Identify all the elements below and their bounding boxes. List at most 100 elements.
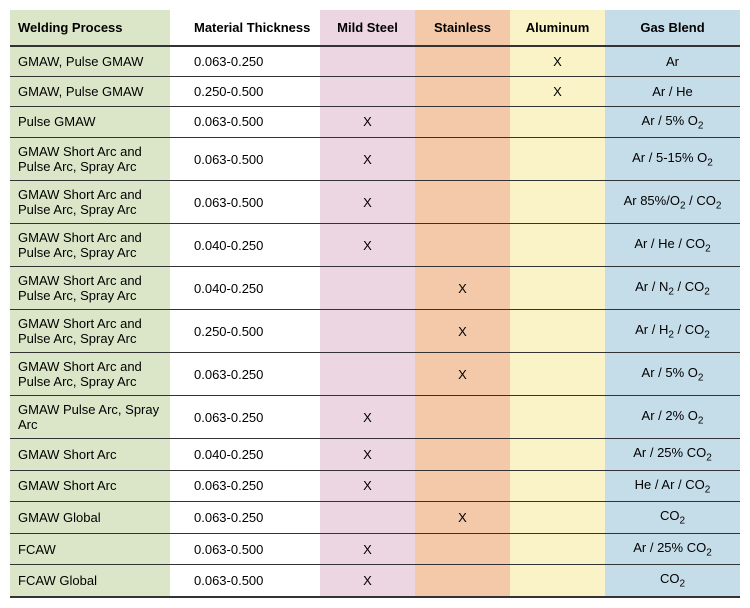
cell-thickness: 0.040-0.250 bbox=[170, 439, 320, 471]
cell-stainless bbox=[415, 106, 510, 138]
cell-gas: Ar / He / CO2 bbox=[605, 224, 740, 267]
cell-gas: Ar bbox=[605, 46, 740, 76]
cell-stainless bbox=[415, 46, 510, 76]
header-thickness: Material Thickness bbox=[170, 10, 320, 46]
cell-stainless bbox=[415, 181, 510, 224]
table-row: GMAW Global0.063-0.250 X CO2 bbox=[10, 502, 740, 534]
cell-mild bbox=[320, 76, 415, 106]
cell-process: GMAW Short Arc and Pulse Arc, Spray Arc bbox=[10, 267, 170, 310]
cell-thickness: 0.063-0.250 bbox=[170, 353, 320, 396]
cell-aluminum bbox=[510, 565, 605, 597]
cell-aluminum bbox=[510, 181, 605, 224]
cell-stainless bbox=[415, 396, 510, 439]
cell-process: GMAW Short Arc and Pulse Arc, Spray Arc bbox=[10, 353, 170, 396]
cell-stainless bbox=[415, 565, 510, 597]
header-aluminum: Aluminum bbox=[510, 10, 605, 46]
cell-gas: Ar / 5% O2 bbox=[605, 106, 740, 138]
cell-thickness: 0.250-0.500 bbox=[170, 76, 320, 106]
cell-thickness: 0.063-0.500 bbox=[170, 181, 320, 224]
cell-stainless: X bbox=[415, 502, 510, 534]
cell-process: GMAW, Pulse GMAW bbox=[10, 46, 170, 76]
header-gas: Gas Blend bbox=[605, 10, 740, 46]
cell-mild bbox=[320, 267, 415, 310]
cell-gas: CO2 bbox=[605, 502, 740, 534]
cell-aluminum: X bbox=[510, 76, 605, 106]
table-row: FCAW0.063-0.500X Ar / 25% CO2 bbox=[10, 533, 740, 565]
cell-gas: CO2 bbox=[605, 565, 740, 597]
cell-process: GMAW, Pulse GMAW bbox=[10, 76, 170, 106]
cell-aluminum bbox=[510, 470, 605, 502]
cell-stainless bbox=[415, 138, 510, 181]
table-row: GMAW Pulse Arc, Spray Arc0.063-0.250X Ar … bbox=[10, 396, 740, 439]
table-row: GMAW Short Arc and Pulse Arc, Spray Arc0… bbox=[10, 267, 740, 310]
cell-mild: X bbox=[320, 106, 415, 138]
cell-aluminum bbox=[510, 310, 605, 353]
cell-aluminum bbox=[510, 396, 605, 439]
cell-thickness: 0.063-0.250 bbox=[170, 470, 320, 502]
table-row: GMAW Short Arc0.063-0.250X He / Ar / CO2 bbox=[10, 470, 740, 502]
header-process: Welding Process bbox=[10, 10, 170, 46]
cell-gas: Ar / 5-15% O2 bbox=[605, 138, 740, 181]
cell-stainless bbox=[415, 76, 510, 106]
cell-mild: X bbox=[320, 470, 415, 502]
cell-gas: Ar / 25% CO2 bbox=[605, 533, 740, 565]
header-stainless: Stainless bbox=[415, 10, 510, 46]
cell-thickness: 0.040-0.250 bbox=[170, 267, 320, 310]
table-row: GMAW Short Arc0.040-0.250X Ar / 25% CO2 bbox=[10, 439, 740, 471]
cell-stainless bbox=[415, 224, 510, 267]
cell-process: GMAW Global bbox=[10, 502, 170, 534]
table-row: GMAW, Pulse GMAW0.250-0.500XAr / He bbox=[10, 76, 740, 106]
cell-thickness: 0.040-0.250 bbox=[170, 224, 320, 267]
cell-thickness: 0.063-0.250 bbox=[170, 46, 320, 76]
cell-mild: X bbox=[320, 224, 415, 267]
cell-process: FCAW bbox=[10, 533, 170, 565]
cell-gas: Ar / 25% CO2 bbox=[605, 439, 740, 471]
cell-stainless bbox=[415, 533, 510, 565]
cell-process: Pulse GMAW bbox=[10, 106, 170, 138]
cell-process: GMAW Short Arc and Pulse Arc, Spray Arc bbox=[10, 224, 170, 267]
cell-process: GMAW Short Arc bbox=[10, 439, 170, 471]
cell-mild: X bbox=[320, 396, 415, 439]
cell-gas: Ar / 5% O2 bbox=[605, 353, 740, 396]
cell-mild: X bbox=[320, 138, 415, 181]
cell-mild bbox=[320, 353, 415, 396]
cell-stainless: X bbox=[415, 310, 510, 353]
table-row: GMAW Short Arc and Pulse Arc, Spray Arc0… bbox=[10, 353, 740, 396]
cell-gas: Ar / 2% O2 bbox=[605, 396, 740, 439]
cell-thickness: 0.063-0.250 bbox=[170, 396, 320, 439]
cell-process: GMAW Short Arc and Pulse Arc, Spray Arc bbox=[10, 181, 170, 224]
cell-aluminum bbox=[510, 533, 605, 565]
cell-aluminum bbox=[510, 267, 605, 310]
cell-gas: Ar / H2 / CO2 bbox=[605, 310, 740, 353]
cell-process: GMAW Short Arc bbox=[10, 470, 170, 502]
table-row: GMAW Short Arc and Pulse Arc, Spray Arc0… bbox=[10, 138, 740, 181]
cell-stainless bbox=[415, 470, 510, 502]
cell-stainless: X bbox=[415, 267, 510, 310]
cell-aluminum: X bbox=[510, 46, 605, 76]
cell-thickness: 0.063-0.500 bbox=[170, 533, 320, 565]
table-body: GMAW, Pulse GMAW0.063-0.250XArGMAW, Puls… bbox=[10, 46, 740, 597]
table-row: GMAW Short Arc and Pulse Arc, Spray Arc0… bbox=[10, 224, 740, 267]
cell-process: GMAW Short Arc and Pulse Arc, Spray Arc bbox=[10, 310, 170, 353]
cell-mild: X bbox=[320, 533, 415, 565]
cell-mild bbox=[320, 502, 415, 534]
cell-aluminum bbox=[510, 502, 605, 534]
cell-process: FCAW Global bbox=[10, 565, 170, 597]
cell-mild bbox=[320, 46, 415, 76]
cell-gas: Ar 85%/O2 / CO2 bbox=[605, 181, 740, 224]
cell-stainless: X bbox=[415, 353, 510, 396]
cell-process: GMAW Pulse Arc, Spray Arc bbox=[10, 396, 170, 439]
cell-aluminum bbox=[510, 353, 605, 396]
welding-gas-table: Welding Process Material Thickness Mild … bbox=[10, 10, 740, 598]
table-row: FCAW Global0.063-0.500XCO2 bbox=[10, 565, 740, 597]
cell-stainless bbox=[415, 439, 510, 471]
table-row: Pulse GMAW0.063-0.500XAr / 5% O2 bbox=[10, 106, 740, 138]
header-mild: Mild Steel bbox=[320, 10, 415, 46]
cell-thickness: 0.063-0.250 bbox=[170, 502, 320, 534]
table-row: GMAW, Pulse GMAW0.063-0.250 XAr bbox=[10, 46, 740, 76]
cell-mild: X bbox=[320, 439, 415, 471]
cell-thickness: 0.250-0.500 bbox=[170, 310, 320, 353]
header-row: Welding Process Material Thickness Mild … bbox=[10, 10, 740, 46]
cell-gas: He / Ar / CO2 bbox=[605, 470, 740, 502]
table-row: GMAW Short Arc and Pulse Arc, Spray Arc0… bbox=[10, 181, 740, 224]
